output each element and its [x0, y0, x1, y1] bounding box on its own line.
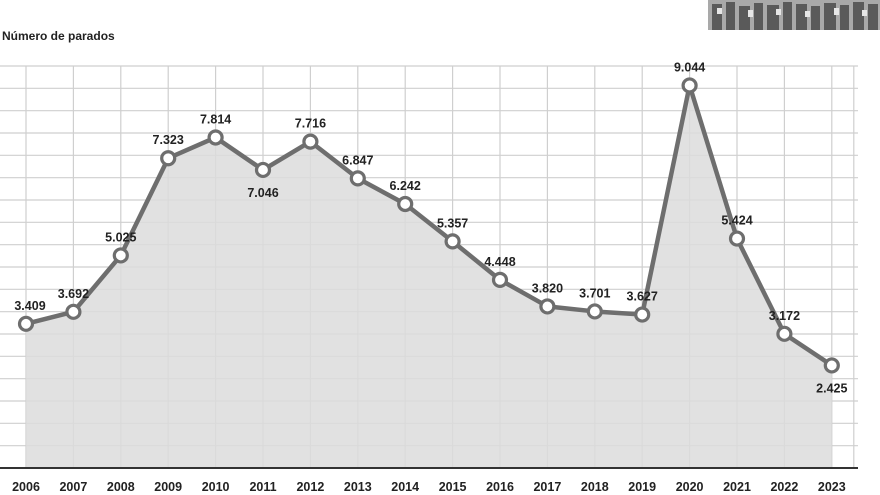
- data-label: 4.448: [484, 255, 515, 269]
- x-tick-label: 2016: [486, 480, 514, 494]
- data-label: 7.814: [200, 112, 231, 126]
- data-label: 7.323: [153, 133, 184, 147]
- data-label: 7.046: [247, 186, 278, 200]
- x-tick-label: 2009: [154, 480, 182, 494]
- header-photo-strip: [708, 0, 880, 30]
- x-tick-label: 2018: [581, 480, 609, 494]
- data-label: 3.701: [579, 286, 610, 300]
- data-label: 6.847: [342, 153, 373, 167]
- data-point: [444, 233, 461, 250]
- data-point: [397, 195, 414, 213]
- x-tick-label: 2020: [676, 480, 704, 494]
- x-tick-label: 2023: [818, 480, 846, 494]
- area-fill: [26, 85, 832, 469]
- data-point: [491, 271, 509, 288]
- data-point: [207, 129, 224, 146]
- data-label: 3.172: [769, 309, 800, 323]
- data-label: 3.409: [14, 299, 45, 313]
- data-label: 6.242: [390, 179, 421, 193]
- data-point: [681, 77, 698, 94]
- data-point: [17, 315, 35, 332]
- data-label: 9.044: [674, 60, 705, 74]
- y-axis-label: Número de parados: [2, 29, 115, 43]
- x-tick-label: 2008: [107, 480, 135, 494]
- data-point: [728, 230, 746, 247]
- x-tick-label: 2014: [391, 480, 419, 494]
- data-label: 7.716: [295, 117, 326, 131]
- data-point: [586, 303, 603, 320]
- data-label: 3.627: [627, 290, 658, 304]
- data-label: 3.692: [58, 287, 89, 301]
- x-tick-label: 2010: [202, 480, 230, 494]
- data-point: [539, 298, 556, 315]
- x-tick-label: 2013: [344, 480, 372, 494]
- data-point: [776, 325, 793, 342]
- x-tick-label: 2006: [12, 480, 40, 494]
- data-label: 5.357: [437, 216, 468, 230]
- x-tick-label: 2012: [296, 480, 324, 494]
- x-tick-label: 2011: [249, 480, 276, 494]
- data-point: [302, 133, 319, 150]
- data-label: 5.424: [721, 214, 752, 228]
- x-tick-label: 2019: [628, 480, 656, 494]
- data-label: 5.025: [105, 230, 136, 244]
- data-point: [349, 170, 366, 187]
- data-point: [160, 150, 177, 167]
- data-point: [254, 161, 272, 179]
- x-tick-label: 2022: [770, 480, 798, 494]
- data-label: 2.425: [816, 381, 847, 395]
- series-line: [25, 83, 834, 368]
- data-label: 3.820: [532, 281, 563, 295]
- data-point: [634, 306, 651, 323]
- x-tick-label: 2017: [533, 480, 561, 494]
- x-tick-label: 2015: [439, 480, 467, 494]
- data-point: [65, 303, 82, 320]
- data-point: [823, 357, 840, 374]
- x-tick-label: 2007: [59, 480, 87, 494]
- data-point: [112, 247, 129, 264]
- x-tick-label: 2021: [723, 480, 751, 494]
